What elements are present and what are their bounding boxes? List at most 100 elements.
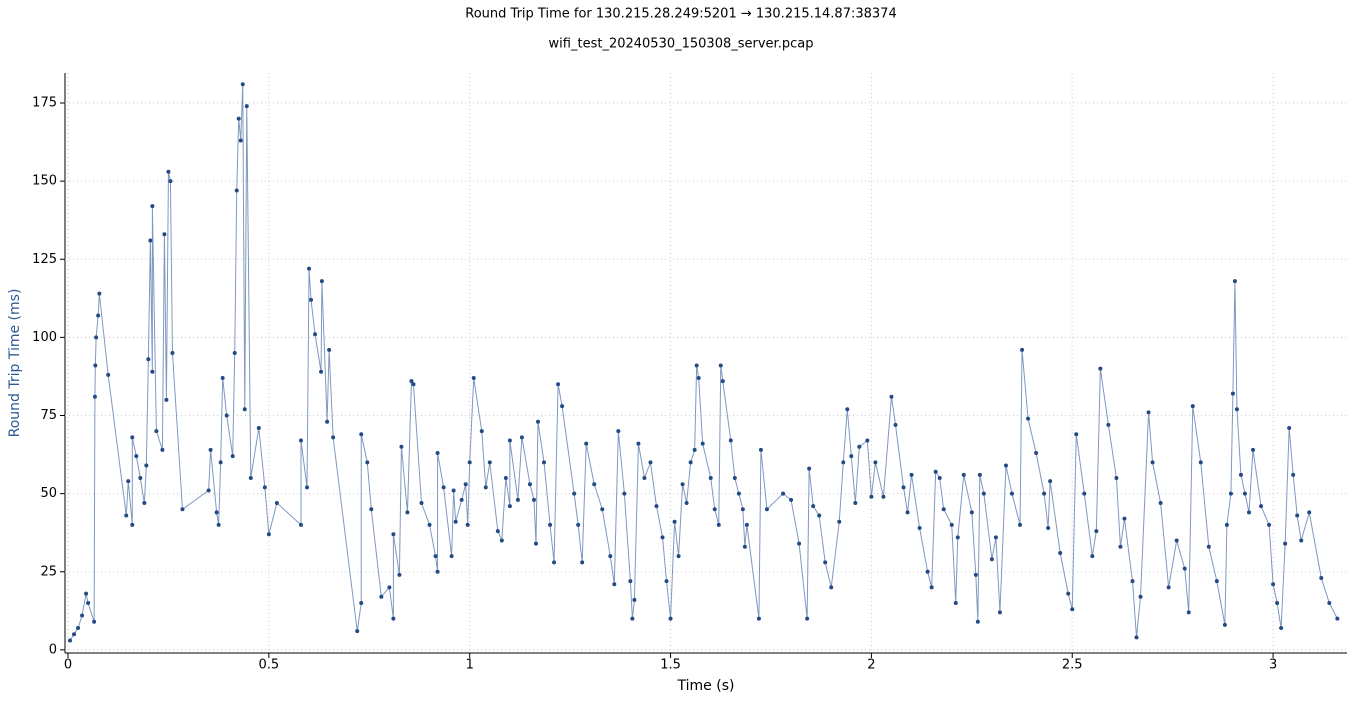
rtt-point xyxy=(533,541,538,546)
rtt-point xyxy=(556,382,561,387)
rtt-point xyxy=(925,569,930,574)
rtt-point xyxy=(1319,576,1324,580)
rtt-point xyxy=(1182,566,1187,571)
rtt-point xyxy=(1009,491,1014,496)
rtt-point xyxy=(307,266,312,271)
rtt-point xyxy=(313,332,318,337)
rtt-point xyxy=(865,438,870,443)
rtt-point xyxy=(829,585,834,590)
rtt-point xyxy=(527,482,532,487)
rtt-point xyxy=(319,279,324,284)
rtt-point xyxy=(331,435,336,440)
rtt-point xyxy=(600,507,605,512)
rtt-point xyxy=(216,522,221,527)
rtt-point xyxy=(630,616,635,621)
rtt-point xyxy=(242,407,247,412)
rtt-point xyxy=(1174,538,1179,543)
rtt-point xyxy=(672,519,677,524)
rtt-point xyxy=(96,313,101,318)
rtt-point xyxy=(507,504,512,509)
rtt-point xyxy=(162,232,167,237)
rtt-point xyxy=(1299,538,1304,543)
rtt-point xyxy=(483,485,488,490)
rtt-point xyxy=(266,532,271,537)
rtt-point xyxy=(853,501,858,505)
rtt-point xyxy=(130,435,135,440)
rtt-point xyxy=(1146,410,1151,415)
rtt-point xyxy=(961,472,966,477)
rtt-point xyxy=(1122,516,1127,521)
rtt-point xyxy=(592,482,597,487)
rtt-point xyxy=(76,626,81,630)
rtt-point xyxy=(1198,460,1203,465)
rtt-point xyxy=(1070,607,1075,612)
rtt-point xyxy=(881,494,886,499)
rtt-point xyxy=(744,522,749,527)
rtt-point xyxy=(576,522,581,527)
rtt-point xyxy=(740,507,745,512)
x-tick-label: 3 xyxy=(1269,658,1277,673)
rtt-point xyxy=(696,376,701,380)
rtt-point xyxy=(244,104,249,109)
rtt-point xyxy=(1026,416,1031,421)
rtt-point xyxy=(503,476,508,480)
rtt-point xyxy=(584,441,589,446)
rtt-point xyxy=(542,460,547,465)
rtt-point xyxy=(823,560,828,565)
rtt-point xyxy=(1018,522,1023,527)
rtt-point xyxy=(789,497,794,502)
rtt-point xyxy=(1234,407,1239,412)
rtt-point xyxy=(941,507,946,512)
rtt-point xyxy=(955,535,960,540)
rtt-line xyxy=(69,84,1338,641)
rtt-point xyxy=(327,347,332,352)
rtt-point xyxy=(319,369,324,374)
rtt-point xyxy=(1238,472,1243,477)
x-tick-label: 2.5 xyxy=(1062,658,1083,673)
rtt-point xyxy=(1118,544,1123,549)
rtt-point xyxy=(660,535,665,540)
y-tick-label: 0 xyxy=(49,642,57,657)
rtt-point xyxy=(841,460,846,465)
rtt-point xyxy=(224,413,229,418)
rtt-point xyxy=(664,579,669,584)
rtt-point xyxy=(240,82,245,87)
y-tick-label: 100 xyxy=(32,330,57,345)
rtt-point xyxy=(495,529,500,534)
rtt-point xyxy=(220,376,225,380)
rtt-point xyxy=(92,619,97,624)
rtt-point xyxy=(305,485,310,490)
rtt-point xyxy=(142,501,147,505)
rtt-point xyxy=(1098,366,1103,371)
rtt-point xyxy=(1166,585,1171,590)
rtt-point xyxy=(409,379,414,384)
rtt-point xyxy=(929,585,934,590)
rtt-point xyxy=(1190,404,1195,409)
rtt-point xyxy=(728,438,733,443)
rtt-point xyxy=(365,460,370,465)
rtt-point xyxy=(560,404,565,409)
rtt-point xyxy=(1046,526,1051,530)
rtt-point xyxy=(969,510,974,515)
rtt-point xyxy=(256,426,261,430)
rtt-point xyxy=(298,438,303,443)
rtt-point xyxy=(519,435,524,440)
rtt-point xyxy=(206,488,211,493)
rtt-point xyxy=(1138,594,1143,599)
rtt-point xyxy=(449,554,454,559)
rtt-point xyxy=(369,507,374,512)
rtt-point xyxy=(144,463,149,468)
rtt-point xyxy=(708,476,713,480)
rtt-point xyxy=(949,522,954,527)
rtt-point xyxy=(399,444,404,449)
rtt-point xyxy=(552,560,557,565)
rtt-point xyxy=(84,591,89,596)
rtt-point xyxy=(93,363,98,368)
rtt-point xyxy=(499,538,504,543)
x-tick-label: 0 xyxy=(64,658,72,673)
y-tick-label: 150 xyxy=(32,174,57,189)
rtt-point xyxy=(608,554,613,559)
rtt-point xyxy=(441,485,446,490)
rtt-point xyxy=(905,510,910,515)
rtt-point xyxy=(811,504,816,509)
